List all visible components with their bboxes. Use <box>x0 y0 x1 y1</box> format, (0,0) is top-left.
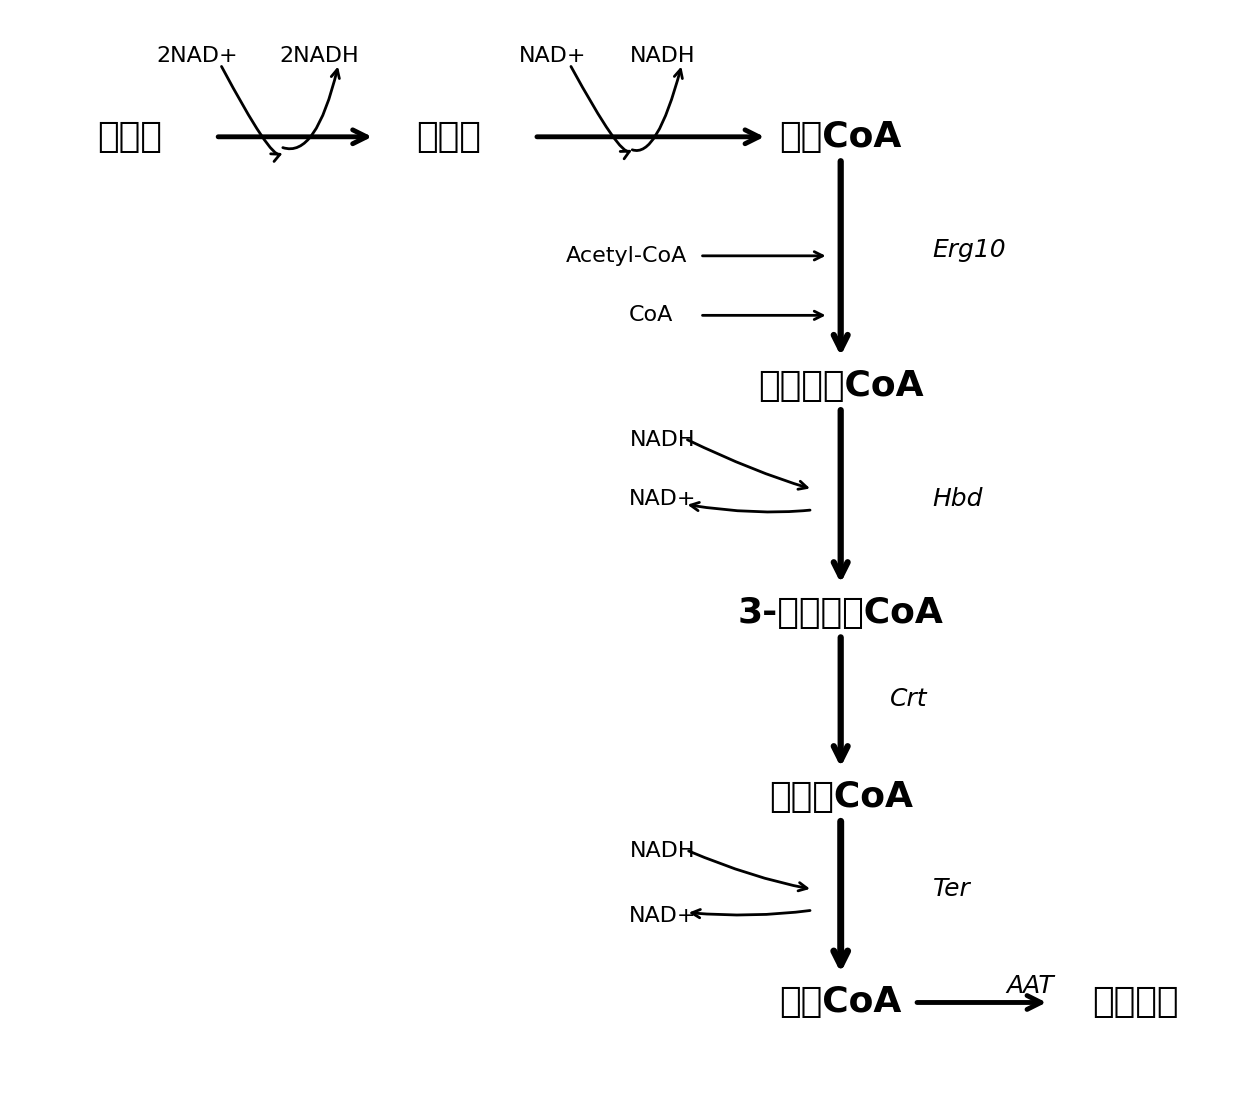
Text: 乙酰CoA: 乙酰CoA <box>780 119 901 153</box>
Text: 丁酰CoA: 丁酰CoA <box>780 985 901 1019</box>
Text: 乙酰乙酰CoA: 乙酰乙酰CoA <box>758 368 924 402</box>
FancyArrowPatch shape <box>691 502 810 512</box>
Text: Erg10: Erg10 <box>932 239 1007 262</box>
Text: 巴豆酰CoA: 巴豆酰CoA <box>769 780 913 814</box>
FancyArrowPatch shape <box>687 439 807 489</box>
Text: NAD+: NAD+ <box>629 906 697 926</box>
FancyArrowPatch shape <box>570 67 630 159</box>
Text: 2NADH: 2NADH <box>280 46 360 66</box>
Text: NADH: NADH <box>630 46 696 66</box>
FancyArrowPatch shape <box>283 69 340 149</box>
Text: 3-羟基丁酰CoA: 3-羟基丁酰CoA <box>738 596 944 630</box>
Text: 2NAD+: 2NAD+ <box>156 46 238 66</box>
Text: CoA: CoA <box>629 306 673 326</box>
FancyArrowPatch shape <box>222 67 280 161</box>
FancyArrowPatch shape <box>688 850 807 891</box>
Text: NADH: NADH <box>630 430 696 449</box>
Text: Ter: Ter <box>932 877 971 901</box>
Text: Acetyl-CoA: Acetyl-CoA <box>565 246 687 266</box>
Text: NADH: NADH <box>630 841 696 861</box>
Text: 药葡糖: 药葡糖 <box>97 119 162 153</box>
FancyArrowPatch shape <box>692 910 810 917</box>
Text: 丙酩酸: 丙酩酸 <box>415 119 481 153</box>
Text: NAD+: NAD+ <box>629 489 697 510</box>
Text: NAD+: NAD+ <box>518 46 587 66</box>
Text: AAT: AAT <box>1006 974 1054 998</box>
Text: Hbd: Hbd <box>932 488 983 512</box>
FancyArrowPatch shape <box>632 69 682 150</box>
Text: Crt: Crt <box>890 687 928 711</box>
Text: 丁酸乙鄙: 丁酸乙鄙 <box>1091 985 1178 1019</box>
